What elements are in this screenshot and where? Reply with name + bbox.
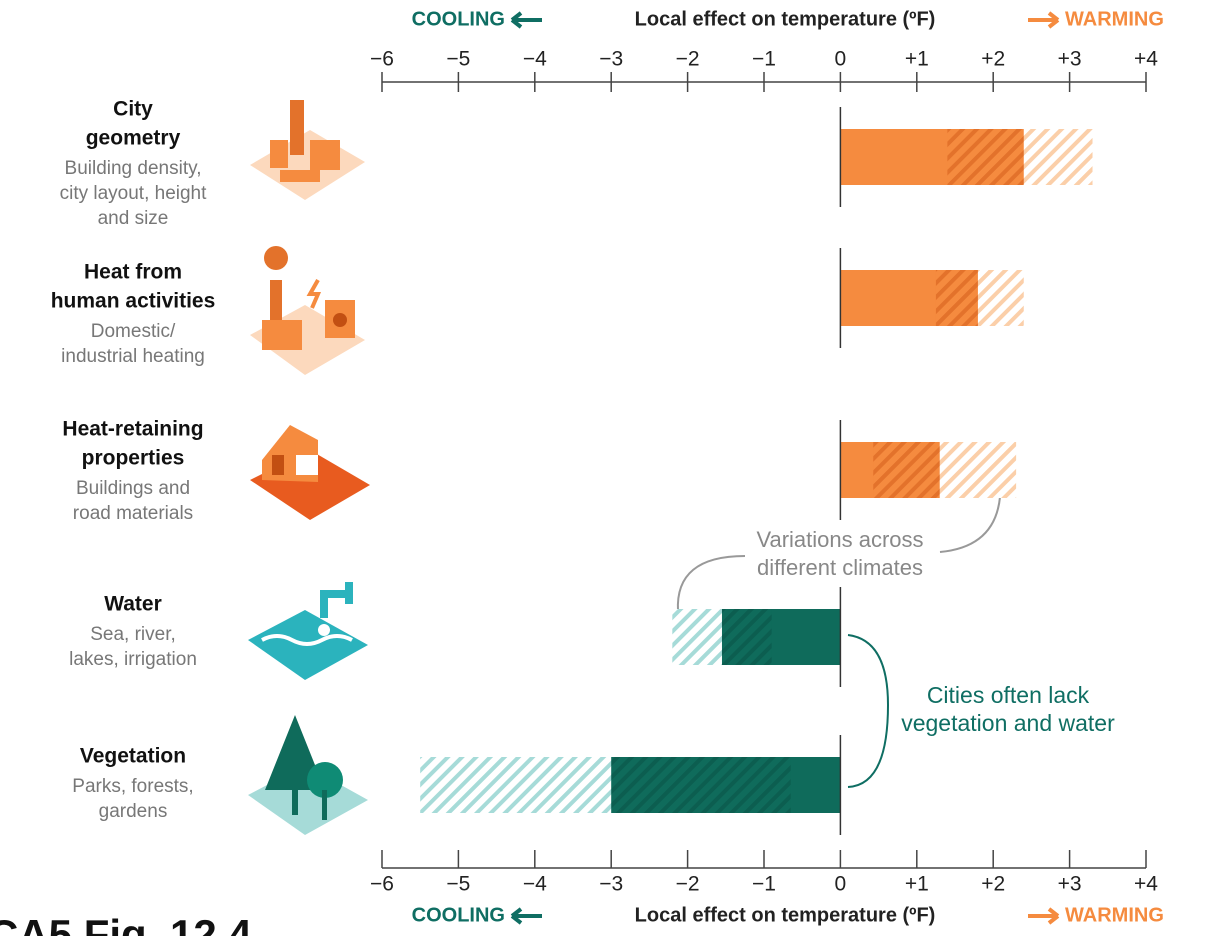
bar-segment	[790, 757, 841, 813]
x-tick-label: +1	[905, 873, 929, 896]
x-tick-label: −4	[523, 873, 547, 896]
x-tick-label: +2	[981, 48, 1005, 71]
bar-segment	[840, 442, 874, 498]
figure-label: CA5 Fig. 12.4	[0, 911, 252, 936]
category-title: City	[113, 98, 153, 121]
category-title: Vegetation	[80, 745, 186, 768]
x-tick-label: −4	[523, 48, 547, 71]
cooling-label: COOLING	[412, 904, 505, 926]
x-tick-label: −6	[370, 873, 394, 896]
x-tick-label: +4	[1134, 48, 1158, 71]
annotation: vegetation and water	[901, 710, 1115, 736]
annotation: Cities often lack	[927, 682, 1090, 708]
arrow	[1028, 907, 1060, 925]
category-description: and size	[98, 208, 169, 229]
category-description: Domestic/	[91, 321, 176, 342]
category-description: Building density,	[65, 158, 202, 179]
arrow	[1028, 11, 1060, 29]
bar-segment	[840, 270, 936, 326]
warming-label: WARMING	[1065, 8, 1164, 30]
axis-title: Local effect on temperature (ºF)	[635, 904, 936, 926]
annotation: different climates	[757, 555, 923, 580]
x-tick-label: −5	[446, 48, 470, 71]
icon-industry	[250, 246, 365, 375]
x-tick-label: +1	[905, 48, 929, 71]
x-tick-label: +4	[1134, 873, 1158, 896]
x-tick-label: 0	[835, 48, 847, 71]
icon-tree	[248, 715, 368, 835]
bar-segment	[840, 129, 948, 185]
x-tick-label: −6	[370, 48, 394, 71]
category-description: gardens	[99, 801, 168, 822]
category-title: Water	[104, 593, 162, 616]
category-description: industrial heating	[61, 346, 205, 367]
annotation: Variations across	[756, 527, 923, 552]
category-title: geometry	[86, 127, 181, 150]
x-tick-label: +3	[1058, 48, 1082, 71]
category-description: road materials	[73, 503, 193, 524]
x-tick-label: −3	[599, 873, 623, 896]
x-tick-label: −1	[752, 873, 776, 896]
arrow	[510, 907, 542, 925]
x-tick-label: −1	[752, 48, 776, 71]
axis-title: Local effect on temperature (ºF)	[635, 8, 936, 30]
category-description: Buildings and	[76, 478, 190, 499]
category-title: Heat-retaining	[62, 418, 203, 441]
warming-label: WARMING	[1065, 904, 1164, 926]
cooling-label: COOLING	[412, 8, 505, 30]
category-title: properties	[82, 447, 185, 470]
leader-line	[939, 496, 1001, 553]
icon-house	[250, 425, 370, 520]
x-tick-label: −2	[676, 48, 700, 71]
x-tick-label: −3	[599, 48, 623, 71]
category-description: city layout, height	[60, 183, 208, 204]
arrow	[510, 11, 542, 29]
category-description: Sea, river,	[90, 624, 176, 645]
x-tick-label: −2	[676, 873, 700, 896]
leader-line	[676, 555, 746, 612]
bar-segment	[771, 609, 841, 665]
category-title: Heat from	[84, 261, 182, 284]
x-tick-label: 0	[835, 873, 847, 896]
category-description: lakes, irrigation	[69, 649, 197, 670]
x-tick-label: −5	[446, 873, 470, 896]
x-tick-label: +3	[1058, 873, 1082, 896]
category-description: Parks, forests,	[72, 776, 193, 797]
x-tick-label: +2	[981, 873, 1005, 896]
icon-water	[248, 582, 368, 680]
leader-line	[847, 634, 890, 788]
category-title: human activities	[51, 290, 216, 313]
icon-city	[250, 100, 365, 200]
